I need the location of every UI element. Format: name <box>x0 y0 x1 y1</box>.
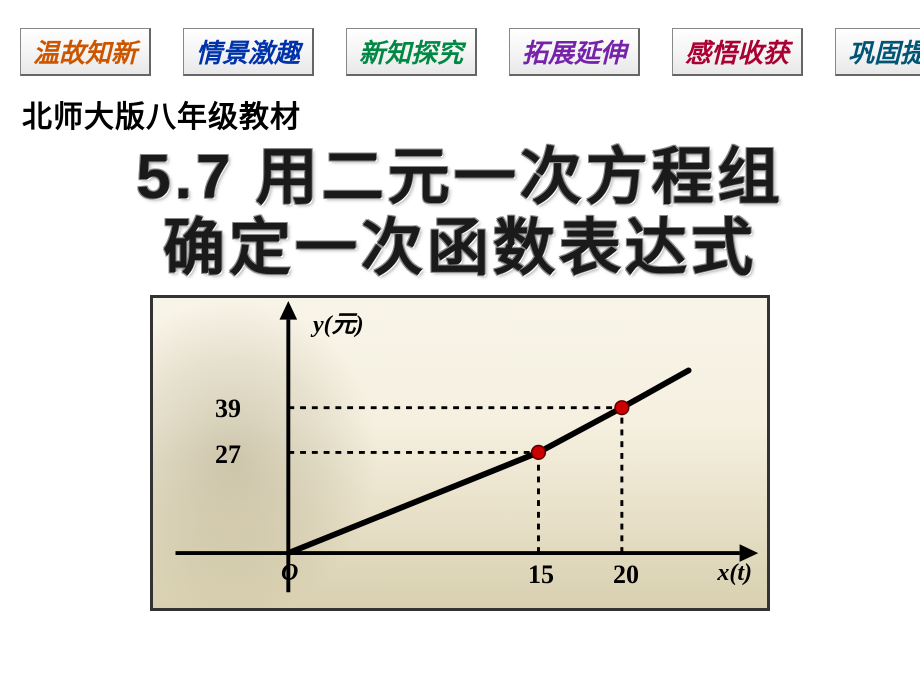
y-axis-label: y(元) <box>313 304 364 339</box>
y-tick-39: 39 <box>215 394 241 424</box>
title-line-2: 确定一次函数表达式 <box>163 213 757 284</box>
nav-reflect[interactable]: 感悟收获 <box>672 28 803 76</box>
nav-explore[interactable]: 新知探究 <box>346 28 477 76</box>
nav-bar: 温故知新 情景激趣 新知探究 拓展延伸 感悟收获 巩固提高 <box>0 0 920 86</box>
title-line-1: 5.7 用二元一次方程组 <box>136 142 783 213</box>
nav-review[interactable]: 温故知新 <box>20 28 151 76</box>
x-tick-15: 15 <box>528 560 554 590</box>
x-tick-20: 20 <box>613 560 639 590</box>
y-tick-27: 27 <box>215 440 241 470</box>
nav-extend[interactable]: 拓展延伸 <box>509 28 640 76</box>
origin-label: O <box>281 560 298 587</box>
nav-scenario[interactable]: 情景激趣 <box>183 28 314 76</box>
chart-svg <box>153 298 767 608</box>
textbook-subtitle: 北师大版八年级教材 <box>0 86 920 136</box>
x-axis-label: x(t) <box>717 560 752 587</box>
chart-container: y(元) x(t) O 27 39 15 20 <box>150 295 770 611</box>
lesson-title: 5.7 用二元一次方程组 确定一次函数表达式 <box>0 142 920 285</box>
nav-practice[interactable]: 巩固提高 <box>835 28 920 76</box>
